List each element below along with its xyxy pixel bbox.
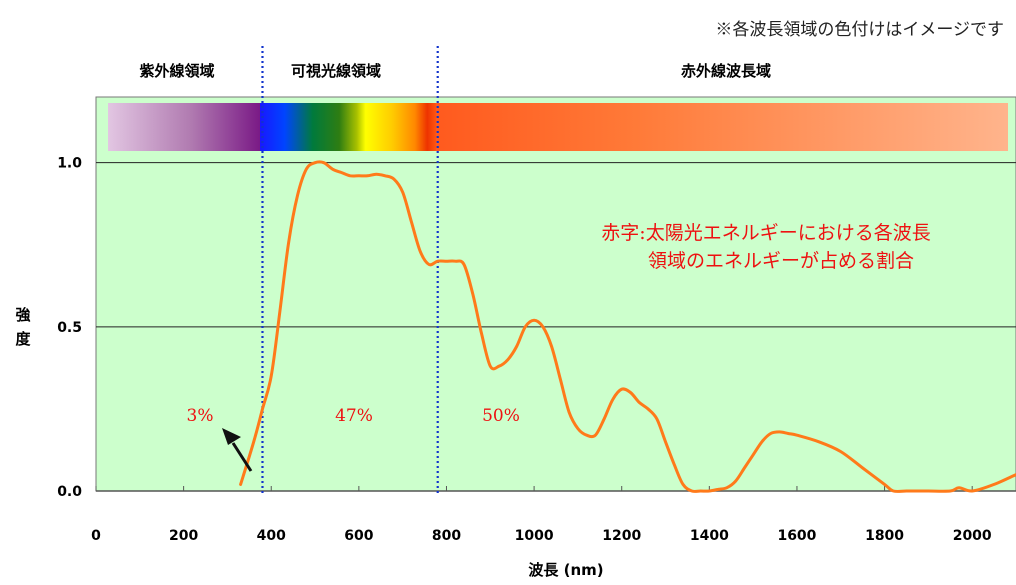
percent-ir: 50%	[482, 406, 520, 426]
x-tick-label: 1600	[777, 528, 816, 544]
y-tick-label: 0.0	[57, 484, 82, 500]
x-tick-label: 1800	[865, 528, 904, 544]
x-tick-label: 600	[344, 528, 373, 544]
x-tick-label: 1400	[690, 528, 729, 544]
uv-color-band	[108, 103, 260, 151]
percent-uv: 3%	[187, 406, 214, 426]
color-note: ※各波長領域の色付けはイメージです	[715, 20, 1004, 40]
plot-area	[95, 96, 1016, 492]
x-tick-label: 1200	[602, 528, 641, 544]
intensity-curve	[239, 160, 1016, 493]
region-dividers	[261, 46, 439, 496]
x-tick-label: 200	[169, 528, 198, 544]
uv-pointer-arrow	[222, 428, 253, 472]
annotation-line-1: 赤字:太陽光エネルギーにおける各波長	[601, 222, 930, 244]
region-label-uv: 紫外線領域	[139, 62, 214, 80]
y-tick-labels: 0.0 0.5 1.0	[57, 156, 82, 500]
x-tick-label: 0	[91, 528, 101, 544]
region-label-visible: 可視光線領域	[291, 62, 381, 80]
x-tick-label: 1000	[515, 528, 554, 544]
ir-color-band	[436, 103, 1008, 151]
y-tick-label: 0.5	[57, 320, 82, 336]
grid-lines	[96, 162, 1016, 328]
annotation: 赤字:太陽光エネルギーにおける各波長 領域のエネルギーが占める割合	[601, 222, 930, 272]
x-axis-label: 波長 (nm)	[528, 561, 603, 579]
x-tick-label: 2000	[953, 528, 992, 544]
annotation-line-2: 領域のエネルギーが占める割合	[648, 250, 914, 272]
percent-visible: 47%	[335, 406, 373, 426]
x-tick-labels: 0 200 400 600 800 1000 1200 1400 1600 1800 2000	[91, 486, 992, 544]
visible-color-band	[260, 103, 436, 151]
x-tick-label: 800	[432, 528, 461, 544]
y-tick-label: 1.0	[57, 156, 82, 172]
region-percentages: 3% 47% 50%	[187, 406, 520, 426]
region-labels: 紫外線領域 可視光線領域 赤外線波長域	[139, 62, 771, 80]
arrow-head	[222, 428, 241, 445]
y-axis-label: 強度	[15, 306, 31, 348]
arrow-shaft	[231, 442, 253, 472]
region-label-ir: 赤外線波長域	[681, 62, 771, 80]
x-tick-label: 400	[257, 528, 286, 544]
spectrum-color-bar	[108, 103, 1008, 151]
